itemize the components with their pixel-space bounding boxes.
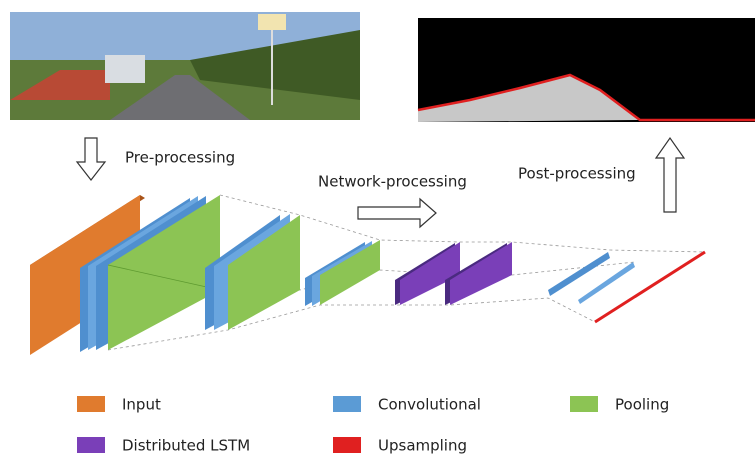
legend-swatch: [333, 437, 361, 453]
down-arrow: [77, 138, 105, 180]
output-segmentation: [418, 18, 755, 122]
diagram: Pre-processing Network-processing Post-p…: [0, 0, 755, 455]
up-arrow: [656, 138, 684, 212]
input-photo: [10, 12, 360, 120]
legend-label: Input: [122, 396, 161, 414]
legend-label: Distributed LSTM: [122, 437, 250, 455]
legend: Input Convolutional Pooling Distributed …: [77, 396, 669, 455]
legend-label: Convolutional: [378, 396, 481, 414]
stage-label: Post-processing: [518, 165, 636, 183]
stage-label: Network-processing: [318, 173, 467, 191]
legend-swatch: [333, 396, 361, 412]
stage-label: Pre-processing: [125, 149, 235, 167]
legend-label: Pooling: [615, 396, 669, 414]
legend-swatch: [77, 396, 105, 412]
legend-swatch: [77, 437, 105, 453]
right-arrow: [358, 199, 436, 227]
legend-label: Upsampling: [378, 437, 467, 455]
legend-swatch: [570, 396, 598, 412]
